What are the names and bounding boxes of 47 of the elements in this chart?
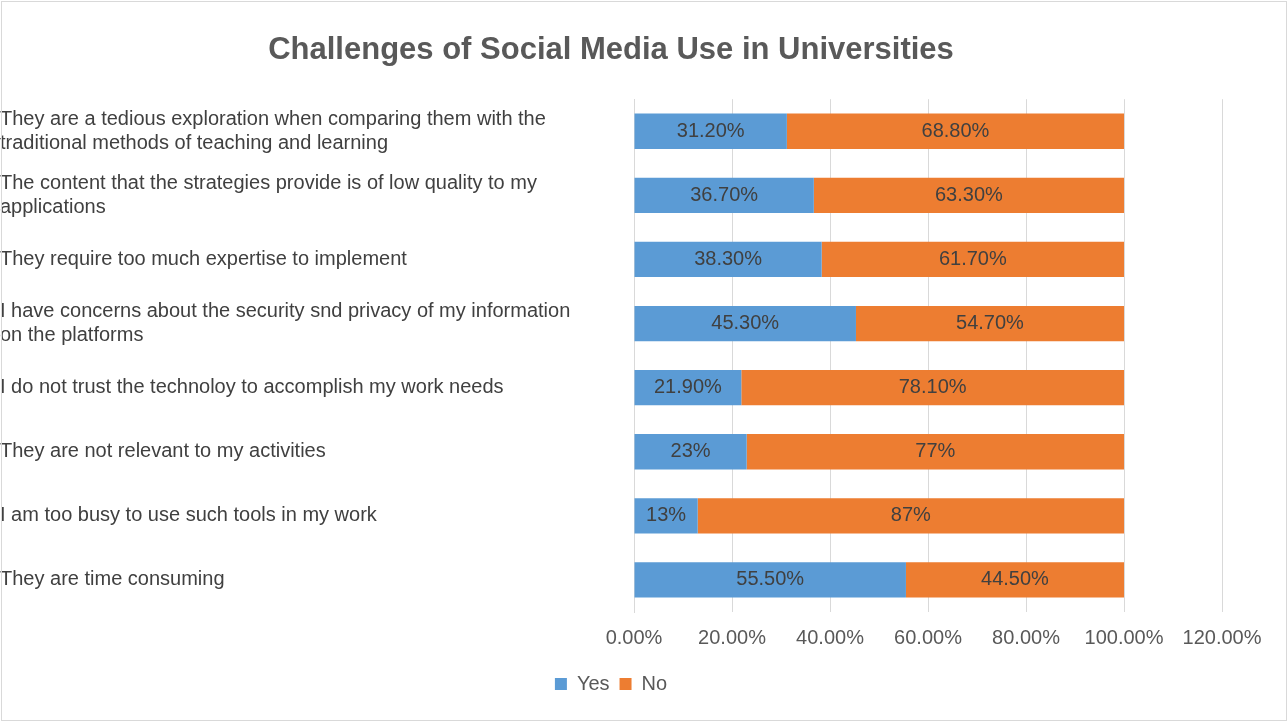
bar bbox=[634, 562, 906, 598]
x-tick-label: 0.00% bbox=[605, 625, 663, 648]
data-label: 31.20% bbox=[676, 118, 745, 141]
bar bbox=[634, 434, 747, 470]
bar bbox=[786, 113, 1124, 149]
bar bbox=[855, 305, 1124, 342]
data-label: 13% bbox=[646, 503, 687, 526]
x-tick-label: 100.00% bbox=[1084, 625, 1164, 648]
legend-label: No bbox=[641, 671, 668, 694]
data-label: 54.70% bbox=[956, 311, 1025, 334]
y-tick-label: They are not relevant to my activities bbox=[0, 439, 326, 462]
bar bbox=[905, 562, 1124, 598]
legend-label: Yes bbox=[576, 671, 610, 694]
data-label: 45.30% bbox=[711, 311, 780, 334]
y-tick-label: I do not trust the technoloy to accomplish my work needs bbox=[0, 375, 504, 398]
data-label: 38.30% bbox=[694, 246, 763, 269]
y-tick-label: They are a tedious exploration when comparing them with the traditional methods of teaching and learning bbox=[0, 106, 546, 153]
data-label: 36.70% bbox=[690, 182, 759, 205]
data-label: 63.30% bbox=[934, 182, 1004, 205]
x-tick-label: 60.00% bbox=[894, 625, 963, 648]
x-tick-label: 120.00% bbox=[1182, 625, 1262, 648]
y-tick-label: They are time consuming bbox=[0, 567, 225, 590]
data-label: 21.90% bbox=[653, 375, 723, 398]
y-tick-label: They require too much expertise to implement bbox=[0, 246, 408, 269]
x-tick-label: 80.00% bbox=[992, 625, 1061, 648]
data-label: 44.50% bbox=[981, 567, 1050, 590]
bar bbox=[746, 434, 1124, 470]
bar bbox=[634, 305, 856, 342]
y-tick-label: I am too busy to use such tools in my work bbox=[0, 503, 378, 526]
chart-title: Challenges of Social Media Use in Universities bbox=[268, 31, 954, 67]
bar bbox=[634, 113, 787, 149]
data-label: 87% bbox=[890, 503, 932, 526]
x-tick-label: 40.00% bbox=[796, 625, 865, 648]
data-label: 68.80% bbox=[921, 118, 990, 141]
data-label: 61.70% bbox=[938, 246, 1007, 269]
data-label: 77% bbox=[915, 439, 956, 462]
bar bbox=[634, 241, 822, 278]
bar bbox=[697, 498, 1124, 534]
bar bbox=[813, 177, 1124, 213]
data-label: 78.10% bbox=[898, 375, 967, 398]
data-label: 23% bbox=[670, 439, 711, 462]
bar bbox=[741, 370, 1124, 406]
x-tick-label: 20.00% bbox=[698, 625, 767, 648]
data-label: 55.50% bbox=[736, 567, 805, 590]
bar bbox=[821, 241, 1124, 278]
bar bbox=[634, 177, 814, 213]
y-tick-label: The content that the strategies provide is of low quality to my applications bbox=[0, 170, 537, 217]
